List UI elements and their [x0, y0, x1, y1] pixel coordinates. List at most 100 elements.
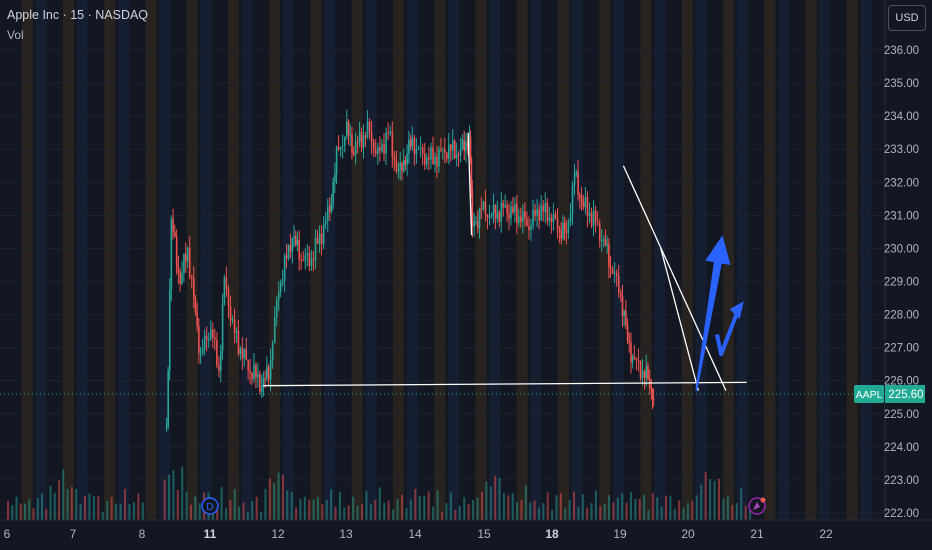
candle-body	[554, 214, 557, 219]
volume-bar	[163, 479, 166, 520]
candle-body	[434, 157, 436, 165]
volume-bar	[498, 477, 501, 520]
candle-body	[358, 132, 361, 143]
volume-bar	[325, 499, 328, 520]
volume-bar	[268, 478, 271, 520]
volume-bar	[75, 488, 78, 520]
candle-body	[296, 240, 299, 245]
candle-body	[241, 348, 244, 359]
volume-bar	[551, 510, 554, 520]
volume-bar	[564, 508, 567, 520]
volume-bar	[669, 495, 672, 520]
volume-bar	[537, 507, 540, 520]
candle-body	[165, 426, 168, 428]
symbol-tag-label: AAPL	[856, 389, 883, 401]
volume-bar	[634, 499, 637, 520]
trendline-line	[622, 165, 727, 391]
candle-body	[402, 160, 405, 171]
candle-body	[174, 232, 176, 237]
volume-bar	[507, 495, 510, 520]
candle-body	[476, 221, 479, 228]
candle-body	[442, 149, 444, 151]
volume-bar	[520, 499, 523, 520]
volume-bar	[229, 499, 232, 520]
volume-bar	[246, 511, 249, 520]
candle-body	[291, 237, 294, 252]
volume-bar	[32, 508, 35, 520]
session-stripe	[434, 0, 446, 520]
candle-body	[314, 237, 317, 260]
volume-bar	[194, 496, 197, 520]
volume-bar	[717, 478, 720, 520]
volume-bar	[24, 503, 27, 520]
candle-body	[370, 131, 373, 143]
candle-body	[461, 139, 464, 149]
candle-body	[457, 154, 460, 156]
candle-body	[617, 275, 620, 294]
volume-bar	[137, 493, 140, 520]
candle-body	[404, 160, 407, 165]
volume-bar	[709, 479, 712, 520]
candle-body	[243, 349, 246, 359]
volume-bar	[321, 504, 324, 520]
candle-body	[540, 205, 543, 221]
candle-body	[229, 306, 232, 321]
candle-body	[520, 216, 522, 223]
session-stripe	[104, 0, 116, 520]
currency-button[interactable]: USD	[888, 5, 926, 31]
time-tick-label: 11	[204, 527, 217, 541]
volume-bar	[251, 501, 254, 520]
volume-bar	[586, 507, 589, 520]
price-tick-label: 226.00	[884, 376, 919, 388]
candle-body	[475, 221, 477, 223]
candle-body	[419, 147, 422, 149]
candle-body	[354, 142, 357, 155]
candle-body	[196, 312, 198, 327]
candle-body	[221, 304, 224, 351]
volume-bar	[181, 466, 184, 520]
volume-bar	[19, 503, 22, 520]
candle-body	[522, 211, 524, 223]
candle-body	[448, 144, 450, 159]
candle-body	[293, 236, 295, 238]
session-stripe	[145, 0, 157, 520]
price-tick-label: 229.00	[884, 277, 919, 289]
volume-bar	[97, 496, 100, 520]
candle-body	[385, 132, 387, 154]
volume-bar	[423, 495, 426, 520]
volume-bar	[369, 504, 372, 520]
session-stripe	[76, 0, 88, 520]
price-tick-label: 222.00	[884, 508, 919, 520]
candle-body	[606, 244, 608, 246]
volume-bar	[621, 493, 624, 520]
candle-body	[300, 259, 303, 261]
candle-body	[329, 206, 331, 212]
volume-bar	[295, 507, 298, 520]
volume-bar	[216, 503, 219, 520]
volume-bar	[58, 480, 61, 520]
volume-indicator-label[interactable]: Vol	[7, 28, 24, 42]
candle-body	[486, 214, 489, 218]
volume-bar	[559, 493, 562, 520]
candle-body	[287, 245, 290, 259]
candle-body	[615, 273, 618, 276]
volume-bar	[189, 504, 192, 520]
candle-body	[193, 277, 195, 299]
volume-bar	[673, 508, 676, 520]
volume-bar	[62, 469, 65, 520]
volume-bar	[458, 505, 461, 520]
session-background	[21, 0, 872, 520]
time-tick-label: 7	[70, 527, 77, 541]
volume-bar	[524, 485, 527, 520]
volume-bar	[312, 499, 315, 520]
candle-body	[565, 230, 568, 234]
volume-bar	[427, 491, 430, 520]
candle-body	[625, 310, 627, 325]
volume-bar	[603, 503, 606, 520]
candle-body	[289, 245, 292, 252]
price-tick-label: 233.00	[884, 144, 919, 156]
candle-body	[417, 148, 420, 150]
price-tick-label: 234.00	[884, 111, 919, 123]
candle-body	[633, 356, 636, 358]
